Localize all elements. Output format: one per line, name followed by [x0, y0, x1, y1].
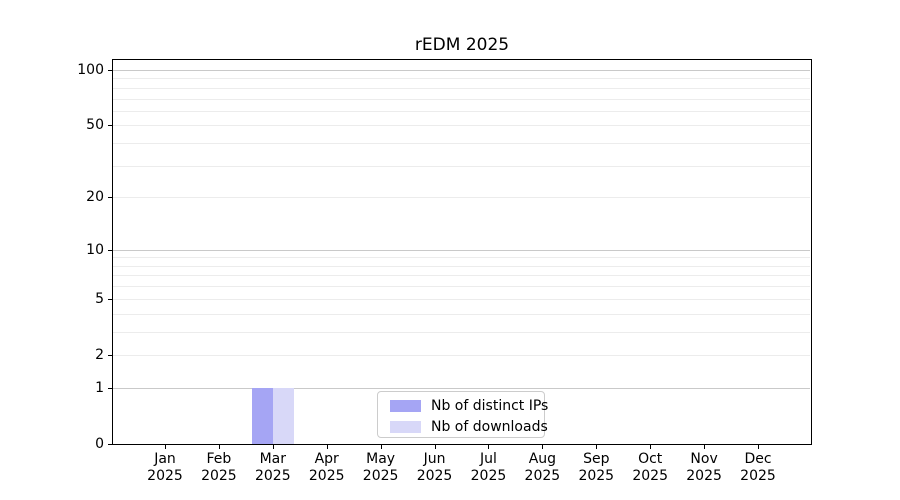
y-axis-tick-mark — [108, 298, 112, 300]
y-axis-tick-label: 1 — [95, 379, 104, 396]
gridline-minor — [113, 331, 810, 333]
gridline-minor — [113, 78, 810, 80]
x-axis-tick-label: Jan 2025 — [147, 451, 183, 484]
y-axis-tick-mark — [108, 197, 112, 199]
legend-label-distinct-ips: Nb of distinct IPs — [431, 398, 549, 414]
x-axis-tick-mark — [218, 445, 220, 449]
y-axis-tick-mark — [108, 444, 112, 445]
gridline-minor — [113, 125, 810, 127]
x-axis-tick-label: Sep 2025 — [578, 451, 615, 484]
x-axis-tick-label: Mar 2025 — [254, 451, 291, 484]
gridline-major — [113, 249, 810, 251]
gridline-minor — [113, 197, 810, 199]
gridline-minor — [113, 275, 810, 277]
gridline-minor — [113, 98, 810, 100]
legend-label-downloads: Nb of downloads — [431, 419, 548, 435]
x-axis-tick-mark — [542, 445, 544, 449]
legend-swatch-distinct-ips — [390, 400, 421, 412]
plot-area — [112, 59, 812, 445]
x-axis-tick-mark — [488, 445, 490, 449]
y-axis-tick-mark — [108, 70, 112, 71]
bar-downloads — [272, 387, 294, 444]
gridline-minor — [113, 286, 810, 288]
x-axis-tick-label: May 2025 — [362, 451, 399, 484]
y-axis-tick-label: 50 — [86, 117, 104, 134]
x-axis-tick-label: Jul 2025 — [470, 451, 507, 484]
y-axis-tick-label: 5 — [95, 290, 104, 307]
legend-item-distinct-ips: Nb of distinct IPs — [386, 397, 548, 415]
x-axis-tick-label: Nov 2025 — [686, 451, 722, 484]
gridline-minor — [113, 354, 810, 356]
y-axis-tick-mark — [108, 249, 112, 251]
x-axis-tick-mark — [596, 445, 598, 449]
gridline-minor — [113, 298, 810, 300]
legend-swatch-downloads — [390, 421, 421, 433]
chart-title: rEDM 2025 — [414, 35, 510, 55]
gridline-minor — [113, 143, 810, 145]
x-axis-tick-label: Oct 2025 — [632, 451, 668, 484]
y-axis-tick-mark — [108, 354, 112, 356]
x-axis-tick-mark — [704, 445, 706, 449]
gridline-major — [113, 387, 810, 389]
x-axis-tick-mark — [380, 445, 382, 449]
gridline-minor — [113, 110, 810, 112]
legend: Nb of distinct IPs Nb of downloads — [377, 391, 548, 438]
gridline-minor — [113, 313, 810, 315]
y-axis-tick-label: 10 — [86, 241, 104, 258]
x-axis-tick-label: Jun 2025 — [416, 451, 453, 484]
x-axis-tick-mark — [758, 445, 759, 449]
x-axis-tick-label: Dec 2025 — [740, 451, 776, 484]
x-axis-tick-mark — [326, 445, 328, 449]
gridline-minor — [113, 87, 810, 89]
y-axis-tick-label: 2 — [95, 346, 104, 363]
x-axis-tick-label: Feb 2025 — [201, 451, 237, 484]
y-axis-tick-label: 20 — [86, 189, 104, 206]
bar-distinct-ips — [251, 387, 273, 444]
x-axis-tick-mark — [272, 445, 274, 449]
x-axis-tick-label: Aug 2025 — [524, 451, 561, 484]
x-axis-tick-mark — [165, 445, 166, 449]
legend-item-downloads: Nb of downloads — [386, 418, 548, 436]
x-axis-tick-label: Apr 2025 — [308, 451, 345, 484]
y-axis-tick-mark — [108, 387, 112, 389]
gridline-major — [113, 70, 810, 71]
y-axis-tick-label: 0 — [95, 436, 104, 452]
y-axis-tick-mark — [108, 125, 112, 127]
gridline-minor — [113, 257, 810, 259]
gridline-minor — [113, 265, 810, 267]
x-axis-tick-mark — [434, 445, 436, 449]
x-axis-tick-mark — [650, 445, 652, 449]
gridline-minor — [113, 165, 810, 167]
y-axis-tick-label: 100 — [77, 62, 104, 78]
